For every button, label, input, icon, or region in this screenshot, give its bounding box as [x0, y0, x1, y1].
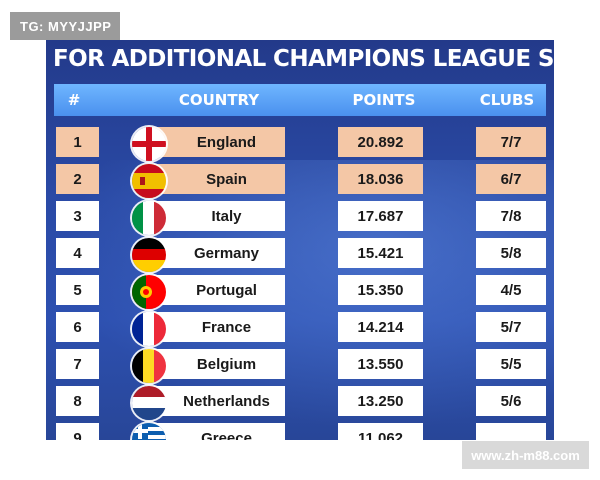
- clubs-cell: 6/7: [476, 164, 546, 194]
- watermark-top-left: TG: MYYJJPP: [10, 12, 120, 40]
- table-row: 6 France 14.214 5/7: [46, 312, 554, 346]
- clubs-cell: 7/8: [476, 201, 546, 231]
- points-cell: 17.687: [338, 201, 423, 231]
- portugal-flag-icon: [132, 275, 166, 309]
- country-cell: England: [146, 127, 285, 157]
- country-cell: Greece: [146, 423, 285, 440]
- rankings-panel: RACE FOR ADDITIONAL CHAMPIONS LEAGUE SPO…: [46, 40, 554, 440]
- points-cell: 20.892: [338, 127, 423, 157]
- page-title: RACE FOR ADDITIONAL CHAMPIONS LEAGUE SPO…: [46, 46, 554, 72]
- table-row: 3 Italy 17.687 7/8: [46, 201, 554, 235]
- france-flag-icon: [132, 312, 166, 346]
- country-cell: Italy: [146, 201, 285, 231]
- rank-cell: 7: [56, 349, 99, 379]
- watermark-bottom-right: www.zh-m88.com: [462, 441, 589, 469]
- points-cell: 18.036: [338, 164, 423, 194]
- rank-cell: 5: [56, 275, 99, 305]
- table-header: # COUNTRY POINTS CLUBS: [54, 84, 546, 116]
- country-cell: Belgium: [146, 349, 285, 379]
- rank-cell: 2: [56, 164, 99, 194]
- table-row: 9 Greece 11.062: [46, 423, 554, 440]
- points-cell: 15.421: [338, 238, 423, 268]
- spain-flag-icon: [132, 164, 166, 198]
- netherlands-flag-icon: [132, 386, 166, 420]
- table-row: 4 Germany 15.421 5/8: [46, 238, 554, 272]
- country-cell: France: [146, 312, 285, 342]
- table-row: 8 Netherlands 13.250 5/6: [46, 386, 554, 420]
- clubs-cell: 5/7: [476, 312, 546, 342]
- points-cell: 14.214: [338, 312, 423, 342]
- points-cell: 15.350: [338, 275, 423, 305]
- rank-cell: 4: [56, 238, 99, 268]
- germany-flag-icon: [132, 238, 166, 272]
- clubs-cell: 4/5: [476, 275, 546, 305]
- clubs-cell: 5/8: [476, 238, 546, 268]
- country-cell: Netherlands: [146, 386, 285, 416]
- points-cell: 13.550: [338, 349, 423, 379]
- country-cell: Portugal: [146, 275, 285, 305]
- points-cell: 13.250: [338, 386, 423, 416]
- column-header-points: POINTS: [352, 91, 416, 109]
- country-cell: Germany: [146, 238, 285, 268]
- england-flag-icon: [132, 127, 166, 161]
- table-row: 5 Portugal 15.350 4/5: [46, 275, 554, 309]
- rank-cell: 9: [56, 423, 99, 440]
- belgium-flag-icon: [132, 349, 166, 383]
- table-row: 1 England 20.892 7/7: [46, 127, 554, 161]
- clubs-cell: [476, 423, 546, 440]
- rank-cell: 1: [56, 127, 99, 157]
- italy-flag-icon: [132, 201, 166, 235]
- column-header-country: COUNTRY: [178, 91, 260, 109]
- country-cell: Spain: [146, 164, 285, 194]
- rank-cell: 8: [56, 386, 99, 416]
- table-row: 2 Spain 18.036 6/7: [46, 164, 554, 198]
- rank-cell: 3: [56, 201, 99, 231]
- clubs-cell: 7/7: [476, 127, 546, 157]
- rank-cell: 6: [56, 312, 99, 342]
- points-cell: 11.062: [338, 423, 423, 440]
- clubs-cell: 5/5: [476, 349, 546, 379]
- table-row: 7 Belgium 13.550 5/5: [46, 349, 554, 383]
- greece-flag-icon: [132, 423, 166, 440]
- clubs-cell: 5/6: [476, 386, 546, 416]
- column-header-clubs: CLUBS: [479, 91, 535, 109]
- column-header-rank: #: [67, 91, 81, 109]
